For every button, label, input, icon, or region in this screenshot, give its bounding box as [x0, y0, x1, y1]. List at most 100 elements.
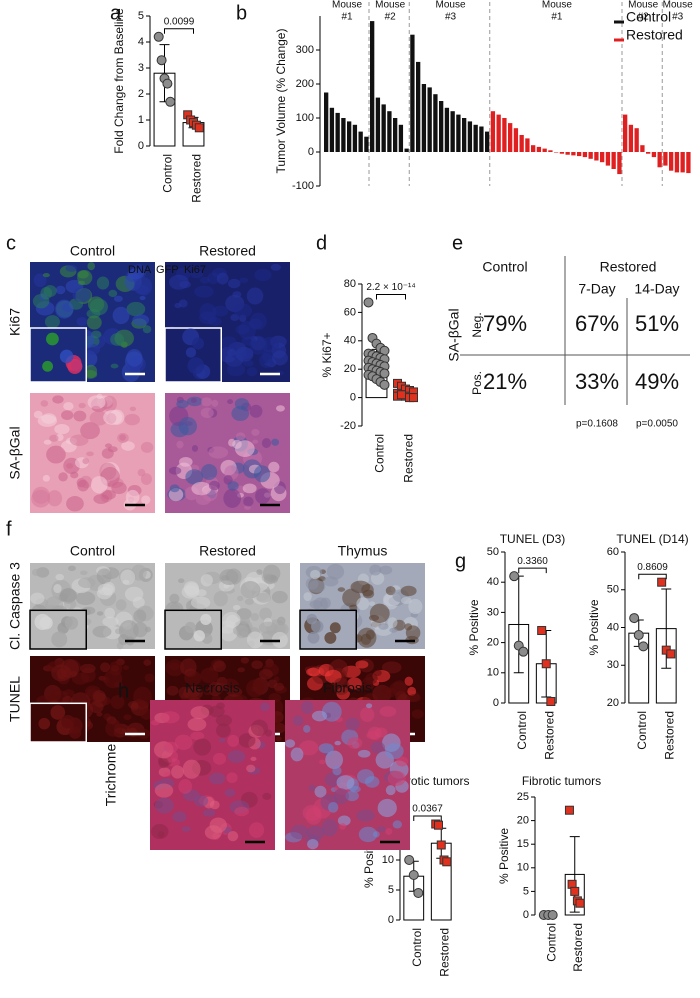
column-label: Fibrosis — [323, 680, 372, 696]
bar — [531, 145, 536, 152]
data-point — [379, 368, 390, 379]
tissue-texture — [133, 609, 147, 623]
tissue-texture — [327, 801, 339, 813]
tissue-texture — [49, 434, 59, 442]
stain-legend: Ki67 — [184, 264, 206, 276]
tissue-texture — [53, 584, 62, 594]
tissue-texture — [311, 710, 328, 722]
tissue-texture — [336, 775, 355, 790]
tissue-texture — [321, 818, 338, 837]
tissue-texture — [212, 752, 227, 765]
tissue-texture — [141, 495, 151, 505]
group-label: Mouse — [375, 0, 405, 11]
bar — [496, 114, 501, 152]
tissue-texture — [96, 712, 103, 717]
bar — [674, 152, 680, 173]
x-tick-label: Restored — [190, 154, 204, 203]
tissue-texture — [323, 576, 339, 587]
legend-label: Control — [626, 9, 671, 25]
x-tick-label: Control — [161, 154, 175, 193]
inset-texture — [46, 332, 59, 346]
inset-texture — [64, 616, 79, 630]
bar — [542, 148, 547, 152]
x-tick-label: Control — [410, 928, 424, 967]
tissue-texture — [227, 734, 240, 747]
tissue-texture — [208, 480, 220, 491]
tissue-texture — [307, 838, 319, 850]
y-axis-label: % Positive — [497, 828, 511, 884]
tissue-texture — [209, 817, 227, 833]
bar — [485, 131, 490, 152]
bar — [358, 131, 363, 152]
stain-legend: DNA — [128, 264, 152, 276]
column-label: Thymus — [338, 543, 388, 559]
tissue-texture — [178, 578, 185, 584]
tissue-texture — [61, 410, 74, 421]
group-label: #3 — [672, 12, 684, 23]
bar — [617, 152, 622, 175]
tissue-texture — [373, 669, 382, 677]
inset-texture — [51, 631, 68, 648]
bar — [680, 152, 685, 173]
tissue-texture — [302, 804, 322, 821]
y-tick-label: 300 — [296, 44, 314, 56]
tissue-texture — [332, 766, 342, 776]
tissue-texture — [96, 393, 103, 400]
tissue-texture — [258, 621, 278, 634]
bar — [341, 118, 346, 152]
tissue-texture — [124, 413, 140, 426]
tissue-texture — [187, 717, 207, 731]
tissue-texture — [233, 303, 253, 318]
inset-texture — [185, 347, 197, 358]
tissue-texture — [268, 461, 280, 473]
tissue-texture — [235, 432, 246, 441]
tissue-texture — [251, 660, 263, 669]
tissue-texture — [183, 581, 199, 596]
y-tick-label: 40 — [607, 621, 619, 633]
x-tick-label: Control — [635, 711, 649, 750]
tissue-texture — [387, 770, 406, 786]
y-tick-label: 30 — [607, 659, 619, 671]
tissue-texture — [235, 346, 254, 362]
y-tick-label: 0 — [308, 146, 314, 158]
data-point — [541, 659, 551, 669]
tissue-texture — [377, 798, 397, 818]
bar — [404, 148, 409, 152]
tissue-texture — [183, 686, 203, 701]
tissue-texture — [171, 765, 184, 779]
tissue-texture — [248, 822, 265, 838]
tissue-texture — [325, 750, 343, 770]
y-tick-label: 0 — [138, 140, 144, 152]
bar — [548, 150, 553, 152]
tissue-texture — [381, 687, 393, 694]
tissue-texture — [194, 285, 214, 298]
significance-bracket — [638, 573, 667, 580]
data-point — [575, 898, 585, 908]
bar — [329, 107, 335, 152]
tissue-texture — [226, 772, 238, 783]
tissue-texture — [292, 715, 304, 726]
tissue-texture — [199, 311, 217, 325]
tissue-texture — [407, 686, 417, 697]
tissue-texture — [310, 569, 321, 580]
tissue-texture — [158, 758, 169, 769]
tissue-texture — [392, 820, 403, 829]
footnote: p=0.0050 — [636, 419, 678, 430]
tissue-texture — [89, 701, 104, 714]
tissue-texture — [93, 494, 109, 504]
bar — [669, 152, 674, 171]
y-tick-label: 5 — [523, 885, 529, 897]
panel-label: e — [452, 232, 463, 254]
footnote: p=0.1608 — [576, 419, 618, 430]
tissue-texture — [207, 272, 220, 284]
tissue-texture — [211, 399, 219, 407]
tissue-texture — [190, 270, 204, 279]
table-cell: 67% — [575, 311, 619, 336]
tissue-texture — [75, 591, 96, 606]
tissue-texture — [169, 593, 180, 604]
tissue-texture — [356, 597, 370, 611]
tissue-texture — [63, 402, 74, 411]
tissue-texture — [154, 783, 174, 798]
x-tick-label: Restored — [437, 928, 451, 977]
tissue-texture — [243, 496, 254, 507]
